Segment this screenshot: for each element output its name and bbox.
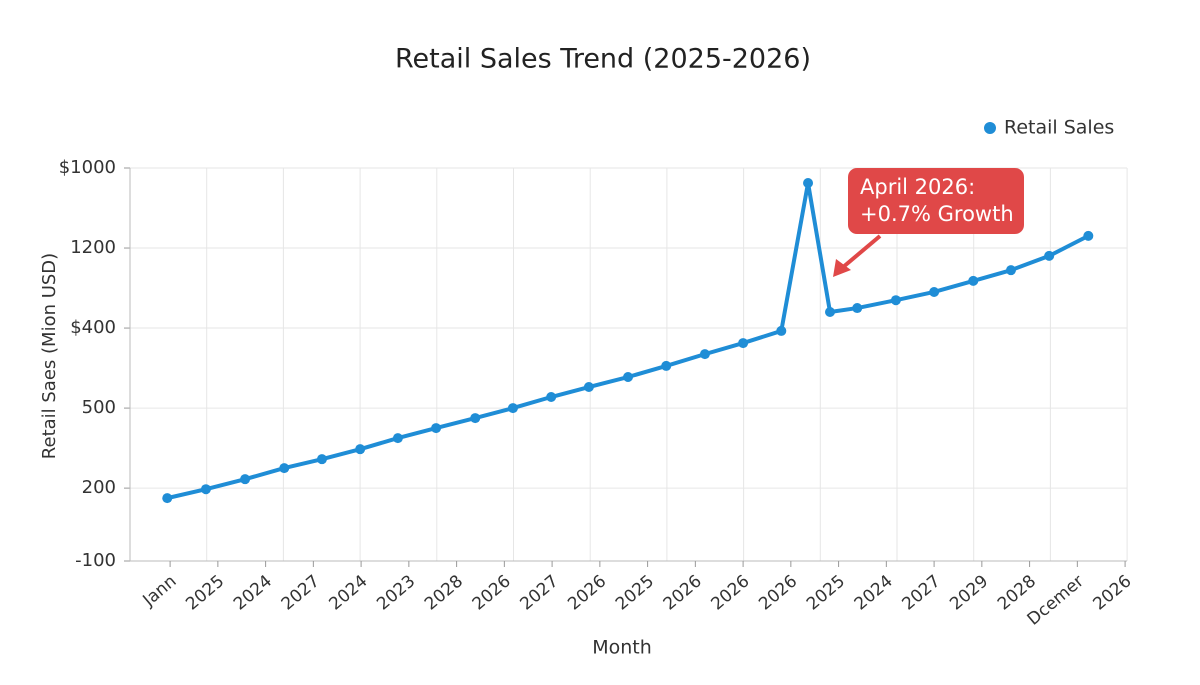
y-tick-label: 1200 [70,237,116,258]
annotation-box [848,168,1024,234]
point [162,493,173,504]
point [583,382,594,393]
point [1044,250,1055,261]
point [825,306,836,317]
y-tick-label: $1000 [59,157,116,178]
point [1083,230,1094,241]
legend-label: Retail Sales [1004,117,1114,139]
annotation-arrow [840,234,882,270]
point [240,474,251,485]
point [738,338,749,349]
legend-marker [984,122,996,134]
point [661,360,672,371]
chart-title: Retail Sales Trend (2025-2026) [395,44,811,75]
point [929,286,940,297]
point [392,433,403,444]
y-tick-label: -100 [75,550,116,571]
y-axis-label: Retail Saes (Mion USD) [39,253,60,459]
annotation-arrowhead [833,259,851,277]
point [507,403,518,414]
point [355,444,366,455]
annotation-text: April 2026: [860,175,975,199]
y-tick-label: 200 [82,477,116,498]
point [699,349,710,360]
point [431,423,442,434]
point [546,392,557,403]
point [1005,265,1016,276]
line [166,181,1090,501]
point [776,325,787,336]
point [803,178,814,189]
point [316,454,327,465]
point [968,275,979,286]
annotation-text: +0.7% Growth [860,202,1014,226]
y-tick-label: 500 [82,397,116,418]
point [890,295,901,306]
point [470,413,481,424]
point [852,303,863,314]
point [200,484,211,495]
point [279,463,290,474]
point [623,372,634,383]
x-axis-label: Month [592,637,652,659]
y-tick-label: $400 [70,317,116,338]
